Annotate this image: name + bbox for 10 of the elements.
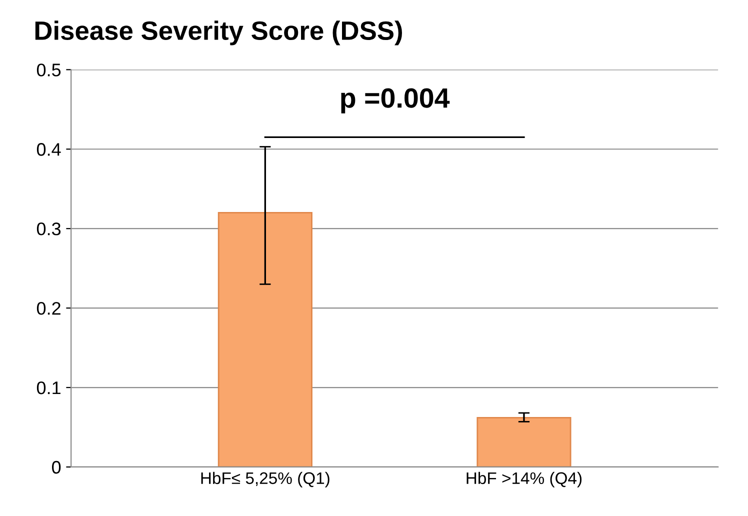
y-tick-label: 0.4 <box>36 143 61 156</box>
y-tick-label: 0.3 <box>36 222 61 236</box>
y-tick-label: 0 <box>52 460 61 474</box>
x-tick-label: HbF≤ 5,25% (Q1) <box>201 472 330 488</box>
chart-title: Disease Severity Score (DSS) <box>35 20 402 46</box>
x-tick-label: HbF >14% (Q4) <box>466 472 582 488</box>
annotation: p =0.004 <box>341 88 450 114</box>
y-tick-label: 0.1 <box>36 381 60 394</box>
y-tick-label: 0.5 <box>36 64 61 76</box>
y-tick-label: 0.2 <box>36 302 60 315</box>
